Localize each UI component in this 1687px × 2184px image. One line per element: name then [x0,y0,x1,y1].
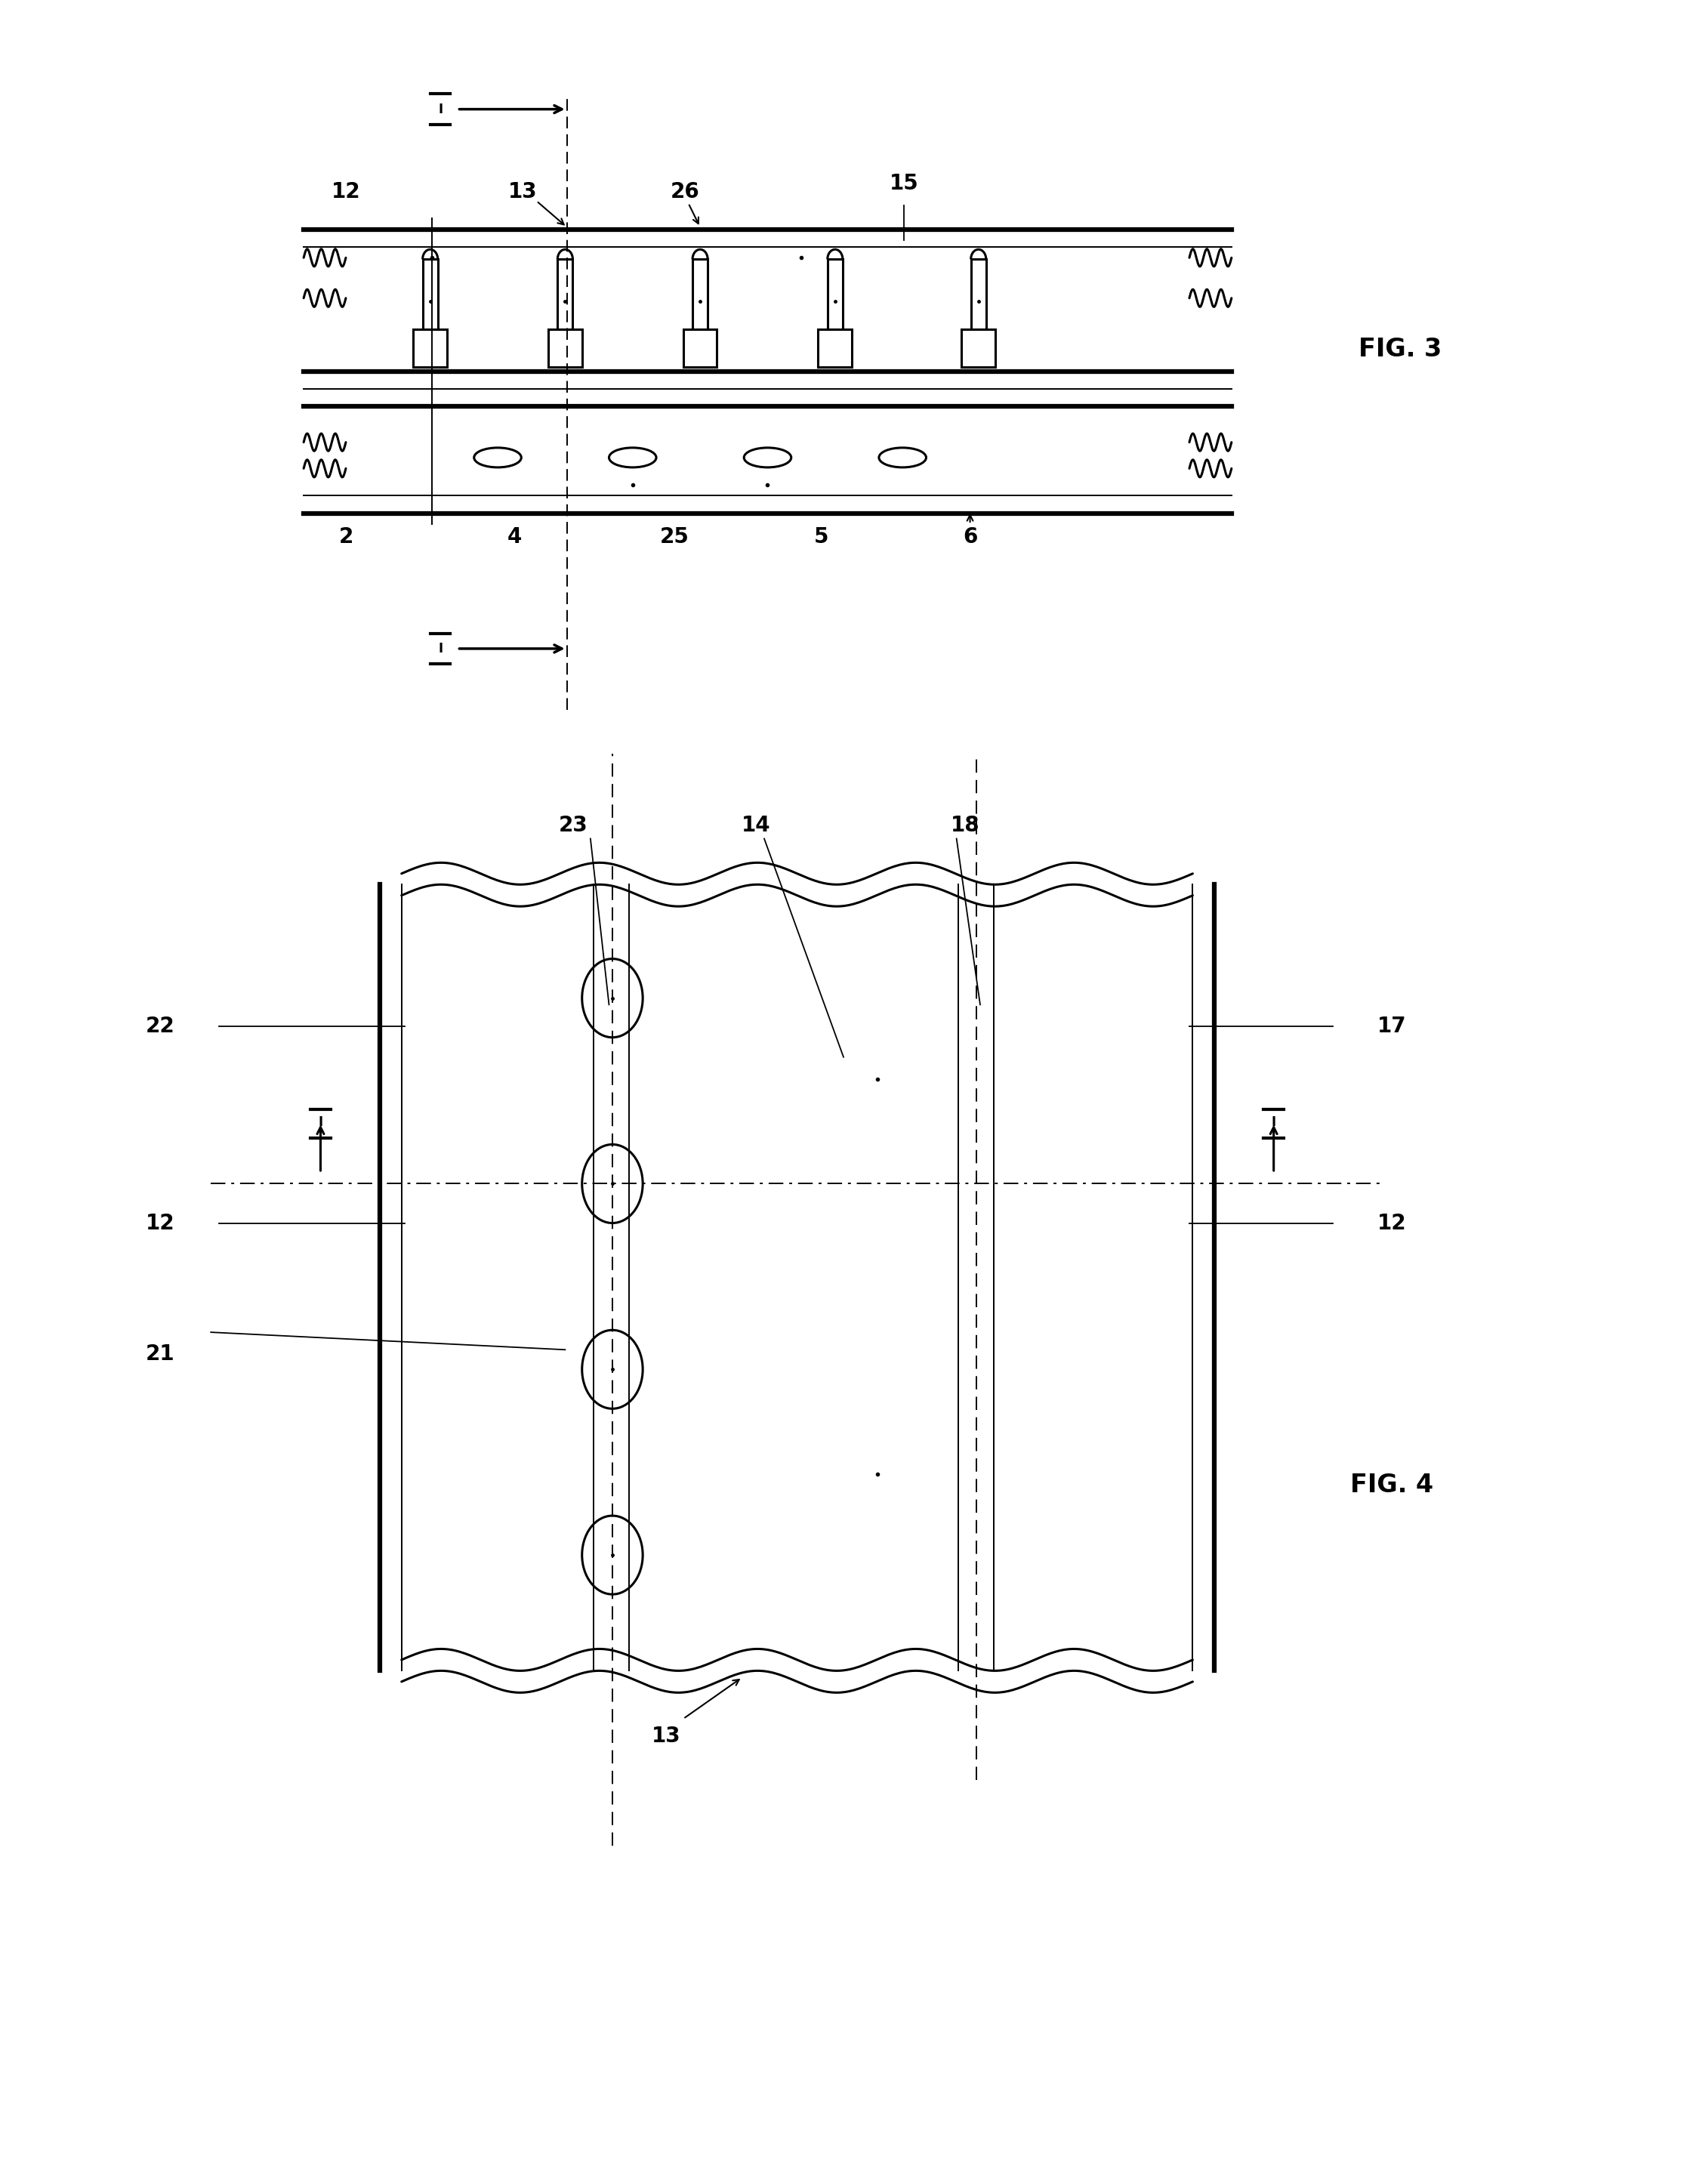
Text: I: I [439,642,442,655]
Text: 17: 17 [1377,1016,1407,1037]
Text: 6: 6 [963,526,977,548]
Text: FIG. 3: FIG. 3 [1358,336,1442,363]
Text: 14: 14 [741,815,771,836]
Text: 12: 12 [1377,1212,1407,1234]
Text: 12: 12 [331,181,361,203]
Text: 26: 26 [670,181,700,203]
Text: 12: 12 [145,1212,175,1234]
Text: I: I [319,1116,322,1129]
Text: 15: 15 [889,173,919,194]
Text: 4: 4 [508,526,521,548]
Text: 18: 18 [950,815,980,836]
Text: FIG. 4: FIG. 4 [1350,1472,1434,1498]
Text: I: I [439,103,442,116]
Text: 21: 21 [145,1343,175,1365]
Text: I: I [1272,1116,1275,1129]
Text: 13: 13 [651,1725,682,1747]
Text: 2: 2 [339,526,353,548]
Text: 5: 5 [815,526,828,548]
Text: 23: 23 [558,815,589,836]
Text: 22: 22 [145,1016,175,1037]
Text: 25: 25 [660,526,690,548]
Text: 13: 13 [508,181,538,203]
